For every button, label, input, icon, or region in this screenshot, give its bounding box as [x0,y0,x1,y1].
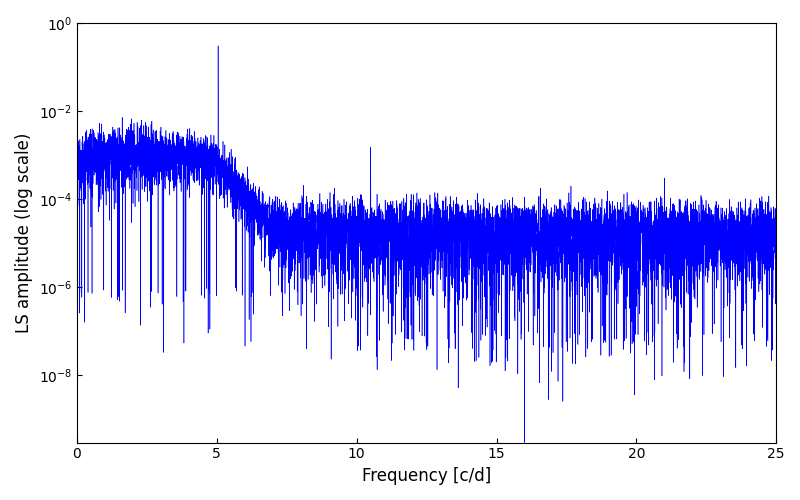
X-axis label: Frequency [c/d]: Frequency [c/d] [362,467,491,485]
Y-axis label: LS amplitude (log scale): LS amplitude (log scale) [15,132,33,333]
